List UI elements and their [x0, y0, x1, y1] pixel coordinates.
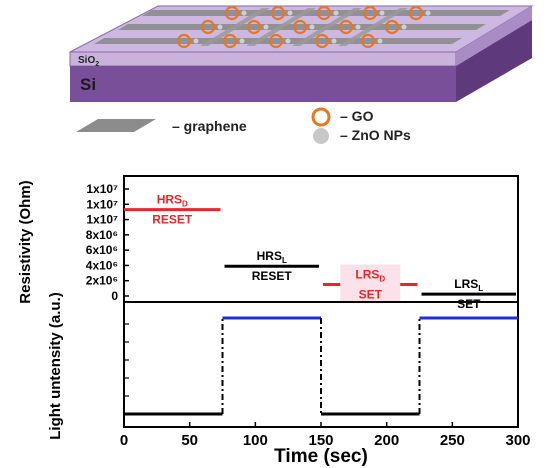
zno-dot — [217, 24, 223, 30]
go-rings — [176, 5, 431, 49]
x-tick-label: 50 — [181, 432, 198, 449]
graphene-cross-strip — [292, 8, 362, 46]
legend-zno-label: – ZnO NPs — [340, 127, 411, 143]
graphene-strip — [94, 38, 462, 44]
x-tick-label: 0 — [120, 432, 128, 449]
state-label: LRSD — [355, 268, 385, 284]
state-label: HRSL — [257, 249, 287, 265]
graphene-strips — [94, 10, 510, 44]
go-ring — [176, 33, 192, 49]
go-ring — [200, 19, 216, 35]
go-ring — [292, 19, 308, 35]
x-tick-label: 200 — [374, 432, 399, 449]
substrate-label: Si — [80, 75, 96, 94]
y-tick-label: 0 — [111, 289, 118, 303]
y-tick-label: 2x10⁶ — [86, 274, 118, 288]
graphene-cross-strip — [246, 8, 316, 46]
zno-dot — [309, 24, 315, 30]
y-tick-label: 4x10⁶ — [86, 258, 118, 272]
legend-go-label: – GO — [340, 108, 374, 124]
x-axis-ticks: 0 50 100 150 200 250 300 — [120, 422, 531, 449]
device-legend: – graphene – GO – ZnO NPs — [76, 107, 411, 144]
graphene-cross-strip — [200, 8, 270, 46]
x-axis-label: Time (sec) — [274, 446, 368, 467]
zno-dot — [285, 38, 291, 44]
zno-dot — [331, 38, 337, 44]
go-ring — [316, 5, 332, 21]
go-ring — [222, 33, 238, 49]
zno-dot — [333, 10, 339, 16]
y-tick-label: 1x10⁷ — [86, 197, 118, 211]
zno-dot — [401, 24, 407, 30]
go-ring — [246, 19, 262, 35]
go-ring — [408, 5, 424, 21]
x-tick-label: 250 — [440, 432, 465, 449]
x-tick-label: 100 — [243, 432, 268, 449]
device-schematic: SiO2 Si — [69, 5, 534, 102]
light-y-axis-label: Light untensity (a.u.) — [47, 292, 64, 440]
graphene-cross-strips — [200, 8, 408, 46]
zno-dot-icon — [313, 128, 329, 144]
go-ring — [384, 19, 400, 35]
oxide-label: SiO2 — [78, 55, 99, 68]
go-ring-icon — [311, 107, 331, 127]
light-panel: 0 50 100 150 200 250 300 Light untensity (a.u.… — [47, 292, 531, 467]
light-series — [124, 316, 518, 416]
operation-label: SET — [457, 297, 481, 311]
graphene-cross-strip — [338, 8, 408, 46]
go-ring — [270, 5, 286, 21]
operation-label: RESET — [152, 213, 193, 227]
graphene-strip — [118, 24, 486, 30]
operation-label: RESET — [252, 269, 293, 283]
zno-dot — [425, 10, 431, 16]
go-ring — [360, 33, 376, 49]
zno-dot — [239, 38, 245, 44]
substrate-front — [70, 66, 456, 102]
state-label: HRSD — [157, 193, 188, 209]
legend-graphene-label: – graphene — [172, 118, 247, 134]
graphene-strip — [142, 10, 510, 16]
y-tick-label: 1x10⁷ — [86, 182, 118, 196]
go-ring — [338, 19, 354, 35]
zno-dot — [379, 10, 385, 16]
oxide-front-layer — [69, 51, 457, 67]
go-ring — [224, 5, 240, 21]
go-ring — [314, 33, 330, 49]
y-tick-label: 8x10⁶ — [86, 228, 118, 242]
go-ring — [268, 33, 284, 49]
zno-dot — [193, 38, 199, 44]
substrate-right-face — [456, 20, 532, 102]
zno-dot — [263, 24, 269, 30]
state-label: LRSL — [454, 277, 483, 293]
zno-dot — [287, 10, 293, 16]
zno-dot — [377, 38, 383, 44]
zno-dot — [241, 10, 247, 16]
resistivity-segments: HRSD RESET HRSL RESET LRSD SET LRSL SET — [124, 193, 516, 311]
resistivity-y-axis-label: Resistivity (Ohm) — [17, 180, 34, 303]
oxide-right-face — [456, 6, 532, 66]
graphene-swatch-icon — [76, 119, 156, 132]
y-tick-label: 1x10⁷ — [86, 213, 118, 227]
operation-label: SET — [359, 288, 383, 302]
label-highlight — [340, 264, 401, 303]
x-tick-label: 300 — [505, 432, 530, 449]
x-tick-label: 150 — [308, 432, 333, 449]
zno-dot — [355, 24, 361, 30]
go-ring — [362, 5, 378, 21]
y-tick-label: 6x10⁶ — [86, 243, 118, 257]
